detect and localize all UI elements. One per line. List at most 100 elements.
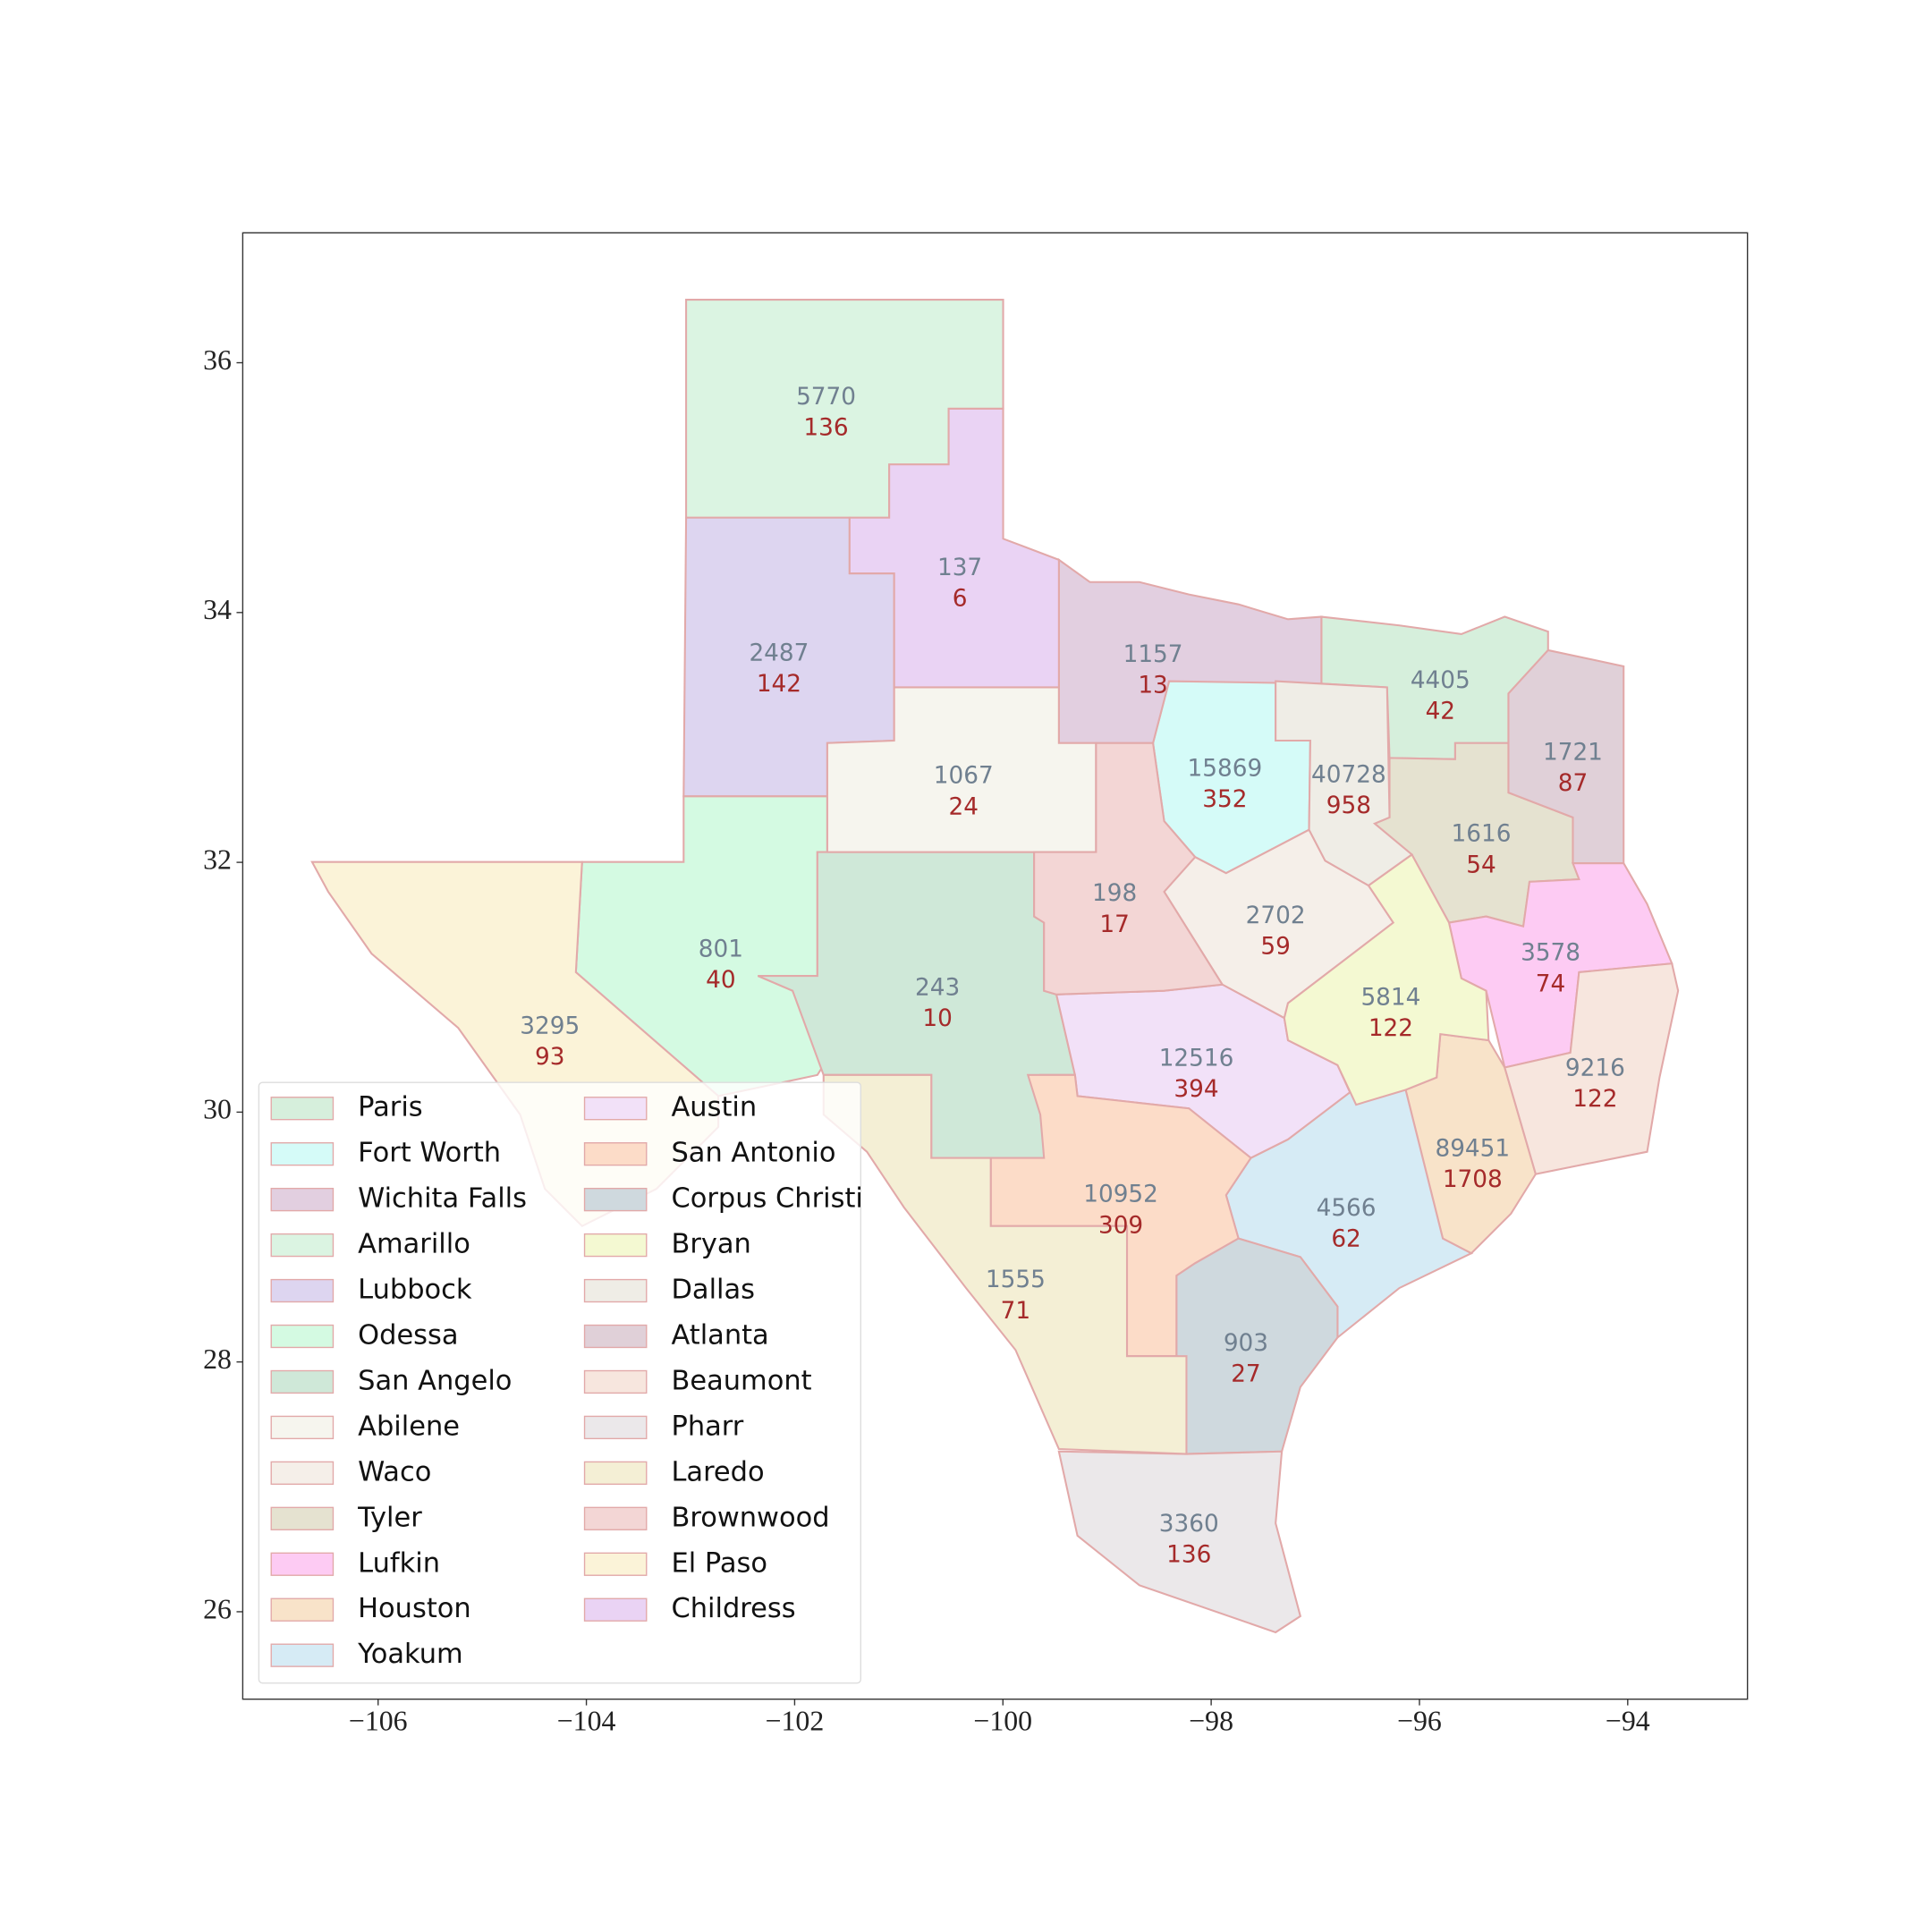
legend-label: Lufkin — [358, 1547, 440, 1579]
region-count: 4566 — [1317, 1195, 1377, 1222]
legend-label: Lubbock — [358, 1275, 472, 1306]
y-tick-label: 28 — [203, 1343, 232, 1375]
region-count: 1157 — [1123, 641, 1183, 668]
legend-label: Yoakum — [357, 1639, 463, 1670]
legend-swatch — [270, 1233, 335, 1258]
legend-swatch — [583, 1552, 648, 1576]
legend-swatch — [270, 1643, 335, 1667]
legend-swatch — [270, 1324, 335, 1349]
y-tick-label: 34 — [203, 594, 232, 625]
region-count: 1616 — [1452, 821, 1512, 848]
region — [1033, 741, 1224, 996]
region-subcount: 352 — [1202, 786, 1247, 813]
x-tick-label: −98 — [1189, 1706, 1233, 1737]
y-tick-label: 36 — [203, 344, 232, 376]
region — [1504, 962, 1680, 1175]
legend-swatch — [583, 1187, 648, 1212]
region-subcount: 122 — [1572, 1086, 1617, 1113]
region-subcount: 122 — [1368, 1015, 1413, 1042]
region-subcount: 136 — [803, 415, 848, 442]
legend: Paris Fort Worth Wichita Falls Amarillo Lubb… — [270, 1092, 863, 1670]
regions — [310, 299, 1680, 1634]
region-count: 198 — [1092, 880, 1137, 907]
region-subcount: 309 — [1098, 1212, 1143, 1239]
legend-label: San Angelo — [358, 1365, 512, 1396]
x-tick-label: −94 — [1606, 1706, 1650, 1737]
region-count: 5814 — [1360, 985, 1420, 1012]
legend-label: Pharr — [671, 1411, 743, 1442]
legend-swatch — [270, 1142, 335, 1166]
region-subcount: 24 — [948, 793, 978, 820]
region-subcount: 40 — [706, 967, 735, 994]
region-count: 3295 — [520, 1013, 580, 1039]
region-subcount: 1708 — [1443, 1166, 1503, 1193]
region-count: 1555 — [986, 1267, 1046, 1293]
legend-label: Austin — [671, 1092, 757, 1123]
legend-swatch — [583, 1597, 648, 1622]
x-tick-label: −106 — [349, 1706, 408, 1737]
region-count: 1721 — [1543, 739, 1603, 766]
region-count: 5770 — [796, 384, 856, 411]
region-count: 2487 — [749, 640, 809, 667]
legend-label: Tyler — [357, 1502, 422, 1533]
legend-swatch — [583, 1142, 648, 1166]
region-subcount: 54 — [1466, 852, 1496, 878]
legend-swatch — [583, 1461, 648, 1486]
legend-label: Corpus Christi — [671, 1183, 862, 1215]
legend-swatch — [270, 1187, 335, 1212]
region-subcount: 93 — [535, 1044, 564, 1071]
region — [1275, 680, 1414, 887]
plot-frame — [242, 232, 1749, 1700]
region-count: 801 — [699, 936, 743, 963]
legend-box — [258, 1081, 861, 1684]
region-count: 243 — [915, 974, 960, 1001]
y-tick-label: 26 — [203, 1593, 232, 1624]
region-subcount: 6 — [953, 586, 968, 613]
x-tick-label: −104 — [557, 1706, 616, 1737]
region-count: 12516 — [1159, 1045, 1234, 1072]
region-count: 3360 — [1159, 1511, 1219, 1538]
legend-label: Laredo — [671, 1456, 764, 1487]
legend-swatch — [270, 1097, 335, 1121]
legend-label: Atlanta — [671, 1320, 768, 1352]
region-count: 3578 — [1521, 940, 1580, 967]
legend-label: Paris — [358, 1092, 423, 1123]
legend-swatch — [270, 1415, 335, 1440]
legend-swatch — [270, 1278, 335, 1303]
legend-label: Abilene — [358, 1411, 460, 1442]
region-subcount: 27 — [1231, 1360, 1260, 1387]
axes: −106 −104 −102 −100 −98 −96 −94 26 28 30 32 34 36 — [203, 344, 1650, 1737]
region-count: 10952 — [1083, 1182, 1158, 1208]
y-tick-label: 32 — [203, 843, 232, 875]
legend-label: Dallas — [671, 1275, 755, 1306]
legend-label: Fort Worth — [358, 1138, 501, 1169]
region-count: 4405 — [1411, 667, 1470, 694]
region-subcount: 136 — [1166, 1542, 1211, 1569]
legend-swatch — [583, 1415, 648, 1440]
region-count: 2702 — [1246, 902, 1306, 929]
region — [1283, 852, 1490, 1106]
region-subcount: 87 — [1558, 770, 1588, 797]
legend-label: Brownwood — [671, 1502, 829, 1533]
region-count: 40728 — [1311, 761, 1386, 788]
region — [848, 407, 1060, 689]
region-count: 903 — [1224, 1330, 1268, 1357]
region-subcount: 17 — [1099, 911, 1129, 938]
legend-label: Wichita Falls — [358, 1183, 527, 1215]
region-count: 89451 — [1435, 1135, 1510, 1162]
region — [1057, 1450, 1302, 1634]
region-count: 137 — [937, 555, 982, 581]
legend-label: Waco — [358, 1456, 431, 1487]
legend-swatch — [583, 1324, 648, 1349]
region-count: 1067 — [934, 763, 994, 790]
region-subcount: 394 — [1174, 1076, 1218, 1103]
legend-label: San Antonio — [671, 1138, 835, 1169]
x-tick-label: −100 — [973, 1706, 1032, 1737]
legend-label: Bryan — [671, 1229, 750, 1260]
legend-swatch — [583, 1278, 648, 1303]
region-subcount: 62 — [1331, 1226, 1360, 1253]
region — [1175, 1237, 1339, 1455]
region-subcount: 10 — [922, 1005, 952, 1032]
region-count: 15869 — [1188, 755, 1263, 782]
